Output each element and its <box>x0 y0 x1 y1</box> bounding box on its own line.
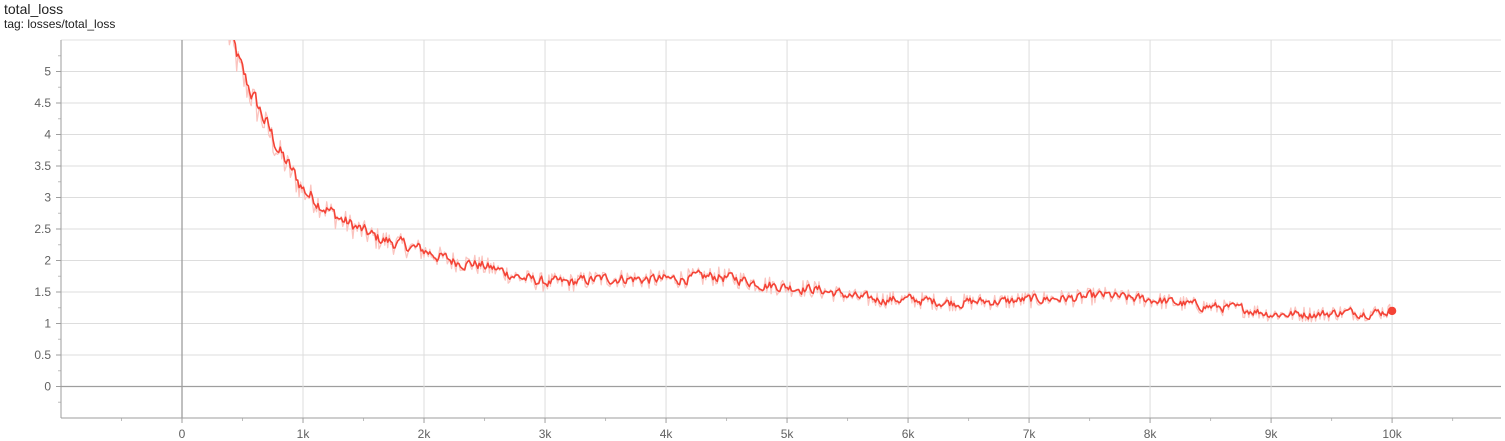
x-tick-label: 9k <box>1265 427 1279 441</box>
grid-lines <box>61 39 1501 418</box>
x-tick-label: 10k <box>1382 427 1402 441</box>
series-raw-line <box>228 40 1392 323</box>
x-tick-label: 3k <box>539 427 553 441</box>
x-tick-label: 1k <box>297 427 311 441</box>
series-group <box>228 40 1397 323</box>
x-tick-label: 8k <box>1144 427 1158 441</box>
chart-tag: tag: losses/total_loss <box>4 17 116 31</box>
x-tick-labels: 0 1k 2k 3k 4k 5k 6k 7k 8k 9k 10k <box>179 427 1403 441</box>
y-tick-label: 2 <box>44 254 51 268</box>
y-tick-label: 3 <box>44 191 51 205</box>
y-tick-label: 0.5 <box>34 348 51 362</box>
x-tick-label: 7k <box>1023 427 1037 441</box>
y-tick-label: 0 <box>44 380 51 394</box>
y-tick-label: 1.5 <box>34 285 51 299</box>
series-last-point[interactable] <box>1387 306 1397 316</box>
y-tick-label: 1 <box>44 317 51 331</box>
x-tick-label: 2k <box>418 427 432 441</box>
axes <box>56 40 1501 423</box>
series-smoothed-line <box>233 40 1392 320</box>
x-tick-label: 0 <box>179 427 186 441</box>
y-tick-label: 4.5 <box>34 96 51 110</box>
y-tick-labels: 0 0.5 1 1.5 2 2.5 3 3.5 4 4.5 5 <box>34 65 51 394</box>
chart-title: total_loss <box>4 1 64 17</box>
y-tick-label: 2.5 <box>34 222 51 236</box>
x-tick-label: 4k <box>660 427 674 441</box>
y-tick-label: 3.5 <box>34 159 51 173</box>
x-tick-label: 5k <box>781 427 795 441</box>
y-tick-label: 4 <box>44 128 51 142</box>
y-tick-label: 5 <box>44 65 51 79</box>
x-tick-label: 6k <box>902 427 916 441</box>
